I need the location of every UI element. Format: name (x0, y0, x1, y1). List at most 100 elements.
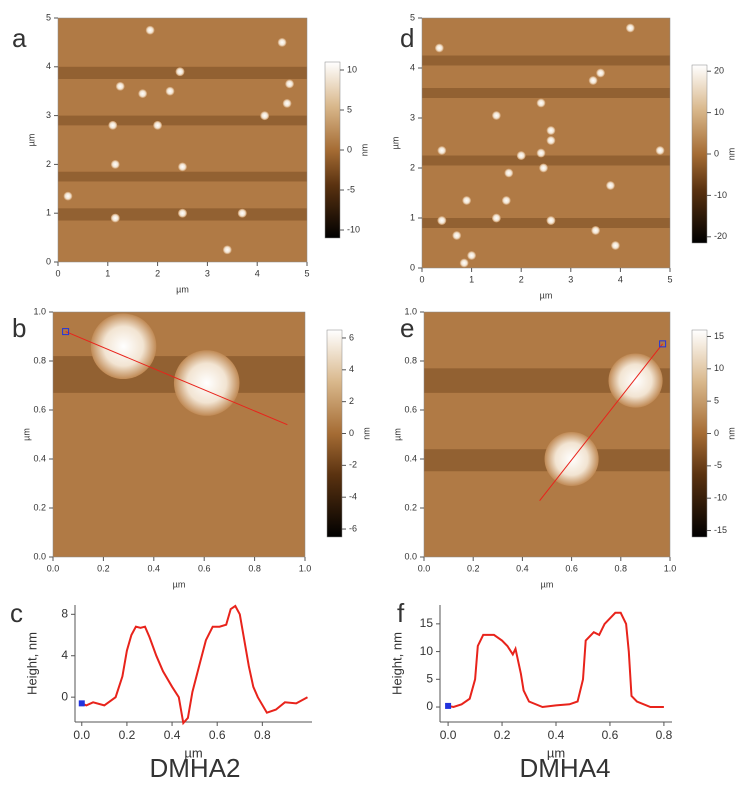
y-tick-label: 1.0 (33, 306, 46, 316)
panel-letter: b (12, 313, 26, 343)
y-tick-label: 1.0 (404, 306, 417, 316)
particle (546, 216, 556, 225)
x-axis-label: µm (184, 745, 202, 760)
x-tick-label: 3 (205, 268, 210, 278)
y-tick-label: 0.6 (404, 404, 417, 414)
colorbar-tick-label: -5 (347, 184, 355, 194)
scan-stripe (422, 218, 670, 228)
scan-stripe (422, 155, 670, 166)
panel-letter: e (400, 313, 414, 343)
y-tick-label: 0.0 (33, 551, 46, 561)
colorbar-tick-label: -10 (714, 493, 727, 503)
x-tick-label: 0.2 (494, 728, 511, 742)
colorbar (324, 61, 341, 239)
particle (608, 353, 663, 408)
particle (115, 81, 125, 91)
x-tick-label: 0.0 (440, 728, 457, 742)
particle (222, 245, 232, 255)
particle (459, 258, 469, 268)
colorbar-tick-label: 0 (349, 428, 354, 438)
x-tick-label: 0 (419, 274, 424, 284)
scan-stripe (422, 55, 670, 66)
particle (467, 251, 477, 260)
x-tick-label: 0.4 (148, 563, 161, 573)
y-tick-label: 0.2 (404, 502, 417, 512)
scan-stripe (422, 88, 670, 98)
particle (434, 43, 444, 53)
colorbar-tick-label: -2 (349, 460, 357, 470)
x-tick-label: 0.0 (73, 728, 90, 742)
particle (437, 146, 447, 155)
particle (501, 196, 511, 205)
particle (655, 146, 665, 155)
particle (625, 23, 635, 33)
particle (606, 181, 615, 190)
x-tick-label: 0.6 (602, 728, 619, 742)
x-tick-label: 0.4 (164, 728, 181, 742)
x-tick-label: 0.6 (198, 563, 211, 573)
x-tick-label: 2 (519, 274, 524, 284)
particle (462, 196, 472, 205)
y-tick-label: 3 (46, 110, 51, 120)
colorbar-tick-label: 6 (349, 332, 354, 342)
particle (491, 111, 501, 120)
y-tick-label: 0.6 (33, 404, 46, 414)
height-profile (81, 604, 308, 726)
x-tick-label: 0.4 (516, 563, 529, 573)
panel-letter: f (397, 598, 405, 628)
particle (108, 120, 118, 130)
y-tick-label: 2 (46, 159, 51, 169)
x-axis-label: µm (541, 579, 554, 589)
colorbar (691, 329, 708, 538)
y-tick-label: 0.8 (404, 355, 417, 365)
x-tick-label: 5 (304, 268, 309, 278)
colorbar-tick-label: -15 (714, 525, 727, 535)
x-tick-label: 0.6 (565, 563, 578, 573)
y-tick-label: 0 (61, 689, 68, 703)
y-tick-label: 5 (426, 671, 433, 685)
particle (588, 76, 598, 85)
particle (596, 68, 606, 78)
x-axis-label: µm (176, 284, 189, 294)
y-tick-label: 4 (410, 62, 415, 72)
colorbar-tick-label: -6 (349, 523, 357, 533)
profile-path (539, 343, 664, 501)
caption: DMHA2 (149, 753, 240, 783)
y-tick-label: 5 (46, 12, 51, 22)
x-tick-label: 0.2 (97, 563, 110, 573)
x-axis-label: µm (173, 579, 186, 589)
caption: DMHA4 (519, 753, 610, 783)
x-tick-label: 2 (155, 268, 160, 278)
particle (285, 79, 295, 89)
y-tick-label: 0.8 (33, 355, 46, 365)
colorbar-tick-label: 2 (349, 396, 354, 406)
y-tick-label: 1 (46, 208, 51, 218)
particle (63, 191, 73, 201)
y-tick-label: 10 (420, 644, 434, 658)
colorbar-tick-label: 0 (714, 428, 719, 438)
particle (282, 98, 292, 108)
particle (610, 241, 620, 250)
colorbar-tick-label: 10 (347, 64, 357, 74)
x-tick-label: 0.0 (418, 563, 431, 573)
particle (516, 151, 526, 160)
particle (539, 163, 548, 173)
x-tick-label: 0.4 (548, 728, 565, 742)
x-tick-label: 0.6 (209, 728, 226, 742)
image-frame (421, 17, 671, 269)
colorbar-tick-label: 10 (714, 363, 724, 373)
afm-image (424, 312, 670, 557)
colorbar-label: nm (361, 427, 371, 440)
y-axis-label: µm (26, 134, 36, 147)
particle (110, 159, 120, 169)
particle (178, 162, 187, 172)
colorbar-tick-label: -10 (714, 190, 727, 200)
y-tick-label: 4 (46, 61, 51, 71)
y-tick-label: 0.0 (404, 551, 417, 561)
colorbar-tick-label: 15 (714, 331, 724, 341)
colorbar-tick-label: -10 (347, 224, 360, 234)
panel-letter: d (400, 23, 414, 53)
profile-start (445, 702, 452, 709)
colorbar-tick-label: 5 (714, 396, 719, 406)
